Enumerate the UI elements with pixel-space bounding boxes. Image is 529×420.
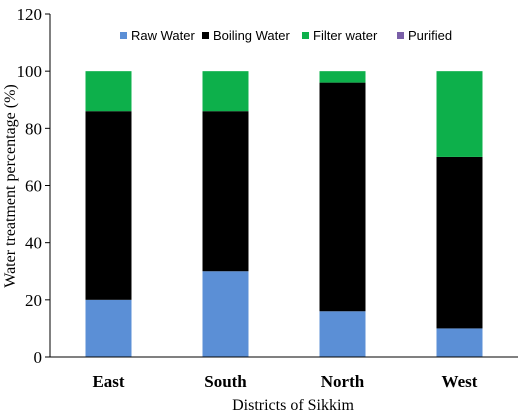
y-axis-ticks: 0 20 40 60 80 100 120	[17, 5, 50, 367]
x-axis-tick-labels: East South North West	[92, 372, 477, 391]
legend-swatch-boiling-water	[202, 32, 209, 39]
y-tick-label-0: 0	[34, 348, 43, 367]
legend-swatch-purified	[397, 32, 404, 39]
legend-label-boiling-water: Boiling Water	[213, 28, 290, 43]
legend-label-raw-water: Raw Water	[131, 28, 195, 43]
bar-south-raw-water	[202, 271, 249, 357]
y-tick-label-40: 40	[25, 234, 42, 253]
y-tick-label-100: 100	[17, 62, 43, 81]
y-tick-label-120: 120	[17, 5, 43, 24]
bar-west-boiling-water	[436, 156, 483, 329]
y-axis-title: Water treatment percentage (%)	[2, 84, 19, 287]
bar-west-raw-water	[436, 328, 483, 357]
x-tick-label-north: North	[321, 372, 365, 391]
bar-east-boiling-water	[85, 111, 132, 300]
bar-north-filter-water	[319, 71, 366, 83]
bars	[85, 71, 483, 357]
legend-swatch-raw-water	[120, 32, 127, 39]
bar-east-filter-water	[85, 71, 132, 112]
bar-east-raw-water	[85, 299, 132, 357]
x-axis-title: Districts of Sikkim	[232, 397, 354, 414]
legend-label-purified: Purified	[408, 28, 452, 43]
bar-south-filter-water	[202, 71, 249, 112]
legend: Raw Water Boiling Water Filter water Purifi…	[120, 28, 452, 43]
bar-north-raw-water	[319, 311, 366, 357]
legend-label-filter-water: Filter water	[313, 28, 378, 43]
legend-swatch-filter-water	[302, 32, 309, 39]
y-tick-label-60: 60	[25, 177, 42, 196]
x-tick-label-west: West	[442, 372, 478, 391]
bar-west-filter-water	[436, 71, 483, 157]
bar-south-boiling-water	[202, 111, 249, 272]
x-tick-label-south: South	[204, 372, 247, 391]
y-tick-label-20: 20	[25, 291, 42, 310]
x-tick-label-east: East	[92, 372, 124, 391]
y-tick-label-80: 80	[25, 119, 42, 138]
bar-north-boiling-water	[319, 82, 366, 312]
